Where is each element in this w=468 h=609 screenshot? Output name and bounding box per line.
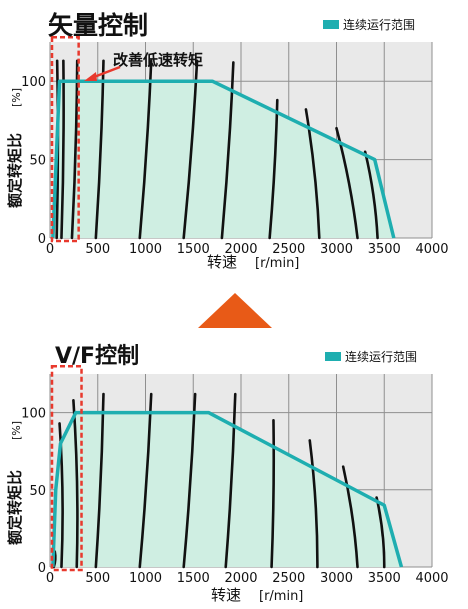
x-tick-label: 0 xyxy=(46,571,54,586)
torque-curve xyxy=(363,150,379,240)
torque-curve xyxy=(270,419,276,569)
x-tick-label: 1500 xyxy=(177,242,210,257)
torque-curve xyxy=(304,108,321,240)
chart-title: 矢量控制 xyxy=(48,11,148,40)
x-tick-label: 3000 xyxy=(320,571,353,586)
x-tick-label: 2000 xyxy=(224,571,257,586)
vf-control-chart: V/F控制 连续运行范围 转速 [r/min] 额定转矩比 [%] 0 500 10… xyxy=(6,343,449,604)
continuous-operation-region xyxy=(52,81,394,238)
torque-curve xyxy=(341,465,359,569)
x-tick-label: 4000 xyxy=(415,571,448,586)
torque-curve xyxy=(375,496,386,569)
x-axis-unit: [r/min] xyxy=(255,256,299,271)
x-tick-label: 3500 xyxy=(368,571,401,586)
torque-curve xyxy=(94,392,105,569)
y-tick-label: 50 xyxy=(29,484,46,499)
x-axis-label: 转速 xyxy=(211,586,241,604)
chart-title: V/F控制 xyxy=(55,343,139,369)
x-tick-label: 2000 xyxy=(224,242,257,257)
continuous-operation-region xyxy=(52,412,402,567)
torque-curve xyxy=(308,439,319,569)
x-tick-label: 500 xyxy=(85,571,110,586)
continuous-range-line xyxy=(51,410,404,568)
torque-curve xyxy=(268,98,279,240)
torque-curve xyxy=(138,392,153,569)
plot-area xyxy=(49,36,433,243)
low-speed-highlight xyxy=(50,365,83,572)
x-tick-label: 1500 xyxy=(177,571,210,586)
torque-curve xyxy=(335,126,359,240)
x-axis-label: 转速 xyxy=(207,253,237,271)
x-tick-label: 4000 xyxy=(415,242,448,257)
x-tick-label: 0 xyxy=(46,242,54,257)
y-tick-label: 100 xyxy=(21,75,46,90)
y-tick-label: 100 xyxy=(21,407,46,422)
torque-curve xyxy=(224,392,237,569)
plot-area xyxy=(49,365,433,572)
y-axis-unit: [%] xyxy=(10,421,23,440)
x-tick-label: 3500 xyxy=(368,242,401,257)
legend-label: 连续运行范围 xyxy=(345,349,417,364)
y-tick-label: 50 xyxy=(29,154,46,169)
torque-curve xyxy=(182,392,197,569)
annotation-arrow xyxy=(84,65,121,81)
x-tick-label: 500 xyxy=(85,242,110,257)
torque-curve xyxy=(220,61,235,240)
x-tick-label: 2500 xyxy=(272,571,305,586)
vector-control-chart: 矢量控制 连续运行范围 改善低速转矩 转速 [r/min] 额定转矩比 [%] … xyxy=(6,11,449,271)
x-tick-label: 1000 xyxy=(129,242,162,257)
low-speed-highlight xyxy=(50,36,80,243)
y-tick-label: 0 xyxy=(38,561,46,576)
y-tick-label: 0 xyxy=(38,232,46,247)
annotation-label: 改善低速转矩 xyxy=(113,51,203,69)
up-arrow xyxy=(198,293,272,328)
y-axis-label: 额定转矩比 xyxy=(6,133,24,208)
torque-curve xyxy=(58,422,64,569)
legend-swatch xyxy=(325,352,341,361)
torque-curve xyxy=(72,398,79,569)
legend-swatch xyxy=(323,20,339,29)
x-tick-label: 2500 xyxy=(272,242,305,257)
x-tick-label: 3000 xyxy=(320,242,353,257)
legend-label: 连续运行范围 xyxy=(343,17,415,32)
y-axis-unit: [%] xyxy=(10,88,23,107)
continuous-range-line xyxy=(51,79,396,239)
y-axis-label: 额定转矩比 xyxy=(6,470,24,545)
x-tick-label: 1000 xyxy=(129,571,162,586)
x-axis-unit: [r/min] xyxy=(259,589,303,604)
